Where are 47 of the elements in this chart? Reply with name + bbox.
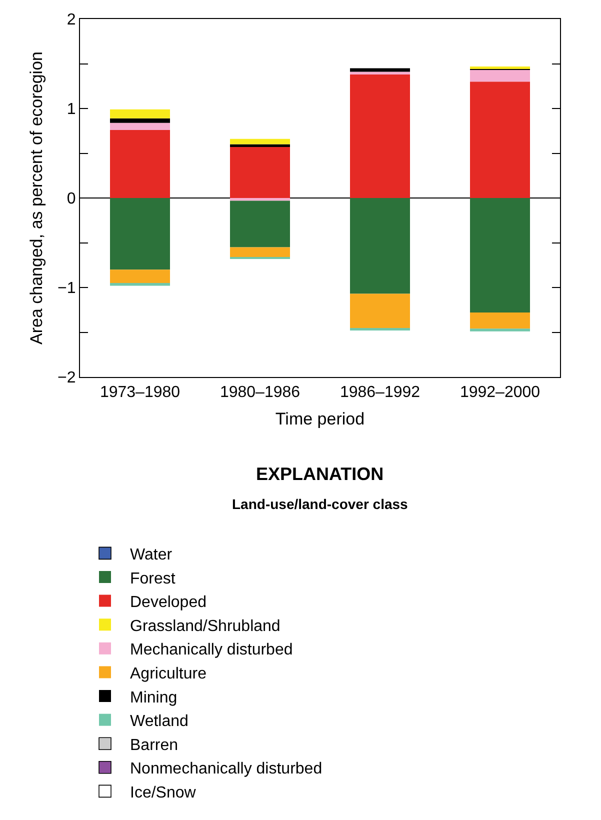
y-tick-label: 2 xyxy=(66,12,76,29)
legend-label: Mining xyxy=(130,689,178,706)
legend-label: Water xyxy=(130,546,173,564)
bar xyxy=(350,74,410,198)
x-axis-title: Time period xyxy=(275,410,365,429)
legend-title: EXPLANATION xyxy=(256,464,384,484)
bar xyxy=(350,198,410,294)
bar xyxy=(350,68,410,72)
y-axis-title: Area changed, as percent of ecoregion xyxy=(27,52,46,344)
bar xyxy=(230,144,290,147)
y-tick-label: 1 xyxy=(66,101,76,118)
legend-label: Ice/Snow xyxy=(130,784,196,802)
bar xyxy=(230,146,290,198)
x-tick-label: 1973–1980 xyxy=(100,384,180,402)
bar xyxy=(470,312,530,329)
bar xyxy=(470,69,530,82)
legend-label: Agriculture xyxy=(130,665,207,682)
bar xyxy=(110,270,170,284)
bar xyxy=(110,283,170,286)
y-tick-label: −1 xyxy=(58,280,76,298)
legend-label: Grassland/Shrubland xyxy=(130,618,280,635)
x-tick-label: 1986–1992 xyxy=(340,384,420,402)
bar xyxy=(230,247,290,258)
bar xyxy=(470,198,530,313)
bar xyxy=(350,294,410,329)
bar xyxy=(230,138,290,144)
bar xyxy=(470,82,530,198)
legend-label: Mechanically disturbed xyxy=(130,642,293,659)
text: Land-use/land-cover class xyxy=(232,496,408,512)
bar xyxy=(110,118,170,123)
bar xyxy=(110,198,170,270)
bar xyxy=(470,328,530,332)
legend-label: Forest xyxy=(130,570,176,588)
bar xyxy=(350,72,410,74)
legend-label: Barren xyxy=(130,736,178,754)
bar xyxy=(230,200,290,248)
bar xyxy=(230,198,290,201)
y-tick-label: 0 xyxy=(66,190,76,208)
x-tick-label: 1992–2000 xyxy=(460,384,540,402)
bar xyxy=(110,122,170,130)
bar xyxy=(110,109,170,118)
bar xyxy=(110,130,170,198)
x-tick-label: 1980–1986 xyxy=(220,384,300,402)
legend-label: Developed xyxy=(130,594,206,612)
y-tick-label: −2 xyxy=(58,370,76,387)
legend-label: Nonmechanically disturbed xyxy=(130,760,322,778)
legend-label: Wetland xyxy=(130,713,188,730)
